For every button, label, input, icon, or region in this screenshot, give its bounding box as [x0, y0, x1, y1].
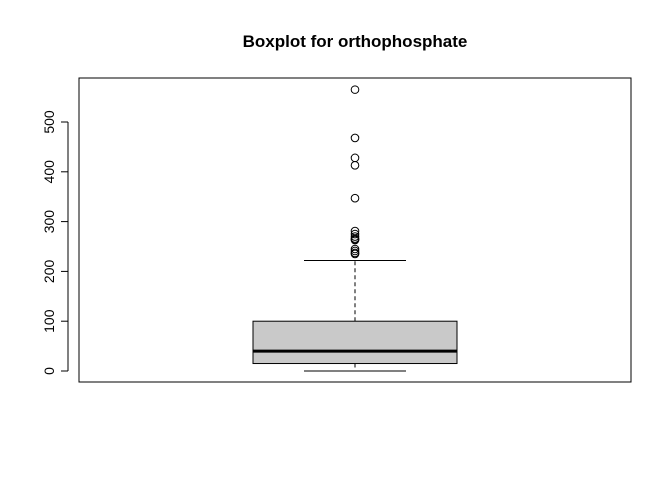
y-tick-label: 400	[41, 160, 57, 184]
outlier-point	[350, 85, 360, 94]
y-tick-label: 300	[41, 210, 57, 234]
plot-frame	[78, 77, 632, 383]
outlier-point	[350, 229, 360, 239]
y-tick-label: 200	[41, 260, 57, 284]
y-tick-label: 500	[41, 110, 57, 134]
outlier-point	[350, 249, 360, 259]
interquartile-box	[252, 320, 458, 365]
outlier-point	[350, 153, 360, 163]
outlier-point	[350, 161, 360, 170]
y-tick-label: 100	[41, 309, 57, 333]
chart-title: Boxplot for orthophosphate	[243, 32, 468, 51]
y-tick-label: 0	[41, 367, 57, 375]
outlier-point	[350, 193, 360, 203]
outlier-point	[350, 235, 360, 245]
box-plot-series	[252, 85, 458, 372]
y-axis: 0 100 200 300 400 500	[41, 110, 69, 375]
outlier-point	[350, 133, 360, 143]
